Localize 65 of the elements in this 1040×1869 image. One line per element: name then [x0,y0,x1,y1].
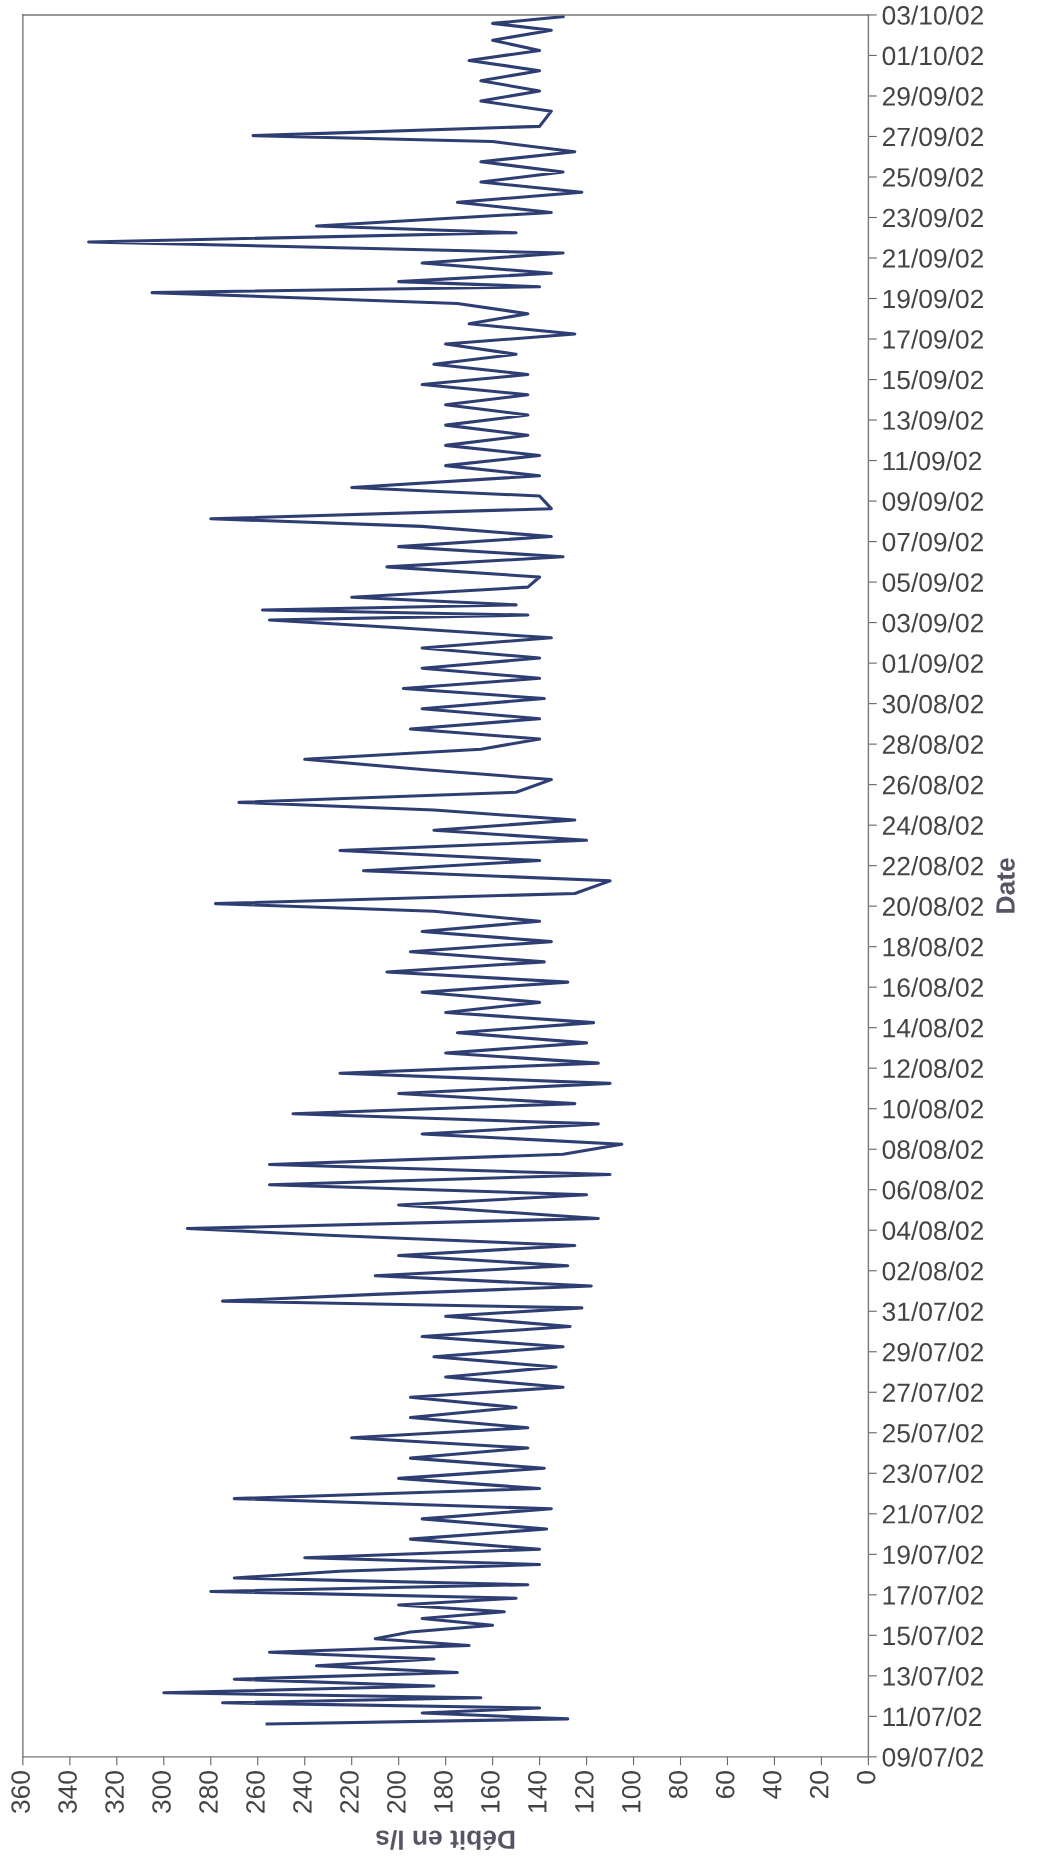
y-tick-label: 25/07/02 [882,1423,983,1443]
x-tick-label: 180 [434,1771,453,1813]
y-tick-label: 29/09/02 [882,86,983,106]
x-tick-label: 60 [715,1771,735,1799]
x-tick-label: 200 [387,1771,406,1813]
x-tick-label: 160 [481,1771,500,1813]
y-tick-label: 20/08/02 [882,896,983,916]
x-tick-label: 80 [668,1771,688,1799]
x-tick-label: 20 [809,1771,829,1799]
x-tick-label: 320 [105,1771,124,1814]
y-tick-label: 11/07/02 [883,1706,982,1727]
y-tick-label: 30/08/02 [882,694,983,714]
y-tick-label: 23/07/02 [882,1463,983,1484]
y-tick-label: 21/09/02 [882,248,983,268]
y-tick-label: 12/08/02 [883,1058,983,1079]
x-tick-label: 340 [58,1771,77,1814]
y-tick-label: 06/08/02 [882,1180,983,1200]
y-tick-label: 17/07/02 [883,1585,983,1605]
x-tick-label: 100 [621,1771,641,1813]
y-tick-label: 01/10/02 [882,45,983,66]
y-tick-label: 03/09/02 [882,613,983,633]
x-tick-label: 280 [199,1771,218,1813]
y-tick-label: 15/07/02 [883,1625,983,1646]
y-tick-label: 24/08/02 [882,815,983,835]
y-tick-label: 05/09/02 [882,572,983,592]
y-tick-label: 10/08/02 [883,1099,983,1119]
y-tick-label: 09/07/02 [882,1747,983,1767]
x-tick-label: 300 [152,1771,171,1814]
x-tick-label: 240 [293,1771,312,1813]
y-tick-label: 11/09/02 [883,450,982,471]
y-tick-label: 17/09/02 [883,329,983,349]
y-tick-label: 22/08/02 [882,856,983,876]
y-tick-label: 09/09/02 [882,491,983,511]
y-tick-label: 26/08/02 [882,775,983,795]
y-tick-label: 02/08/02 [882,1261,983,1281]
y-axis-title: Date [996,858,1015,913]
y-tick-label: 14/08/02 [883,1018,983,1038]
y-tick-label: 18/08/02 [883,937,983,957]
y-tick-label: 07/09/02 [882,532,983,552]
y-tick-label: 13/09/02 [883,410,983,430]
x-tick-label: 260 [246,1771,265,1813]
y-tick-label: 25/09/02 [882,167,983,187]
y-tick-label: 28/08/02 [882,734,983,754]
y-tick-label: 15/09/02 [883,369,983,390]
y-tick-label: 04/08/02 [882,1220,983,1241]
y-tick-label: 19/09/02 [883,288,983,309]
y-tick-label: 23/09/02 [882,207,983,228]
x-tick-label: 140 [527,1771,547,1813]
y-tick-label: 27/07/02 [882,1382,983,1403]
y-tick-label: 03/10/02 [882,5,983,25]
x-tick-label: 360 [11,1771,30,1814]
y-tick-label: 13/07/02 [883,1666,983,1686]
y-tick-label: 29/07/02 [882,1342,983,1362]
x-tick-label: 0 [856,1771,876,1784]
y-tick-label: 27/09/02 [882,126,983,147]
x-tick-label: 40 [762,1771,782,1799]
x-tick-label: 220 [340,1771,359,1813]
y-tick-label: 31/07/02 [882,1301,983,1322]
y-tick-label: 08/08/02 [882,1139,983,1160]
x-tick-label: 120 [574,1771,594,1813]
y-tick-label: 19/07/02 [883,1544,983,1565]
x-axis-title: Débit en l/s [376,1830,515,1851]
y-tick-label: 16/08/02 [883,977,983,997]
y-tick-label: 21/07/02 [882,1504,983,1524]
y-tick-label: 01/09/02 [882,653,983,673]
